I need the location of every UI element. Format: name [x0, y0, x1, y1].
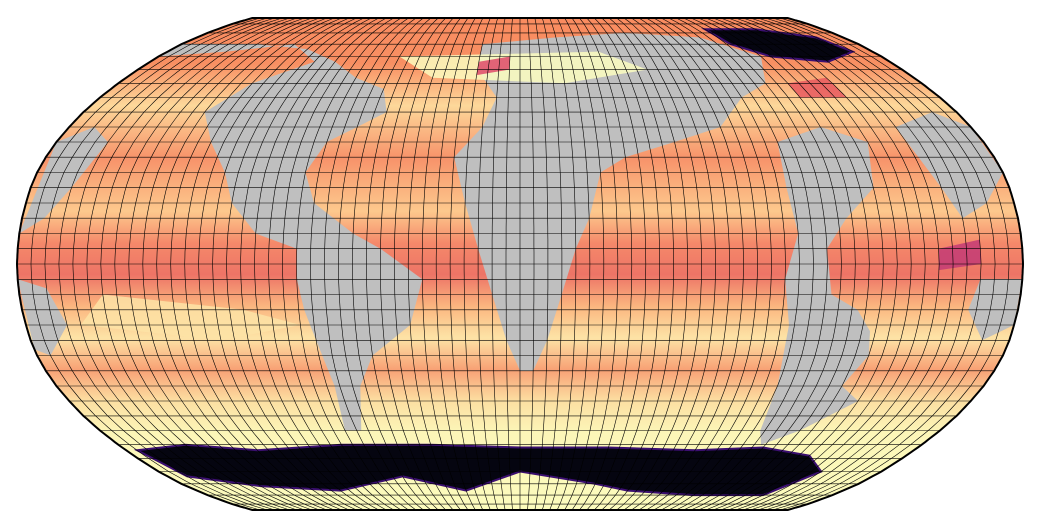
map-boundary	[15, 17, 1025, 511]
land-region	[19, 127, 108, 234]
value-patch	[787, 77, 847, 98]
land-region	[760, 127, 874, 445]
land-region	[895, 112, 1003, 219]
cell-grid	[17, 18, 1023, 510]
value-patch	[938, 239, 982, 271]
value-patch	[80, 294, 301, 341]
land-region	[454, 32, 766, 371]
value-patch	[399, 51, 648, 84]
value-patch	[476, 56, 510, 76]
land-region	[17, 279, 68, 356]
